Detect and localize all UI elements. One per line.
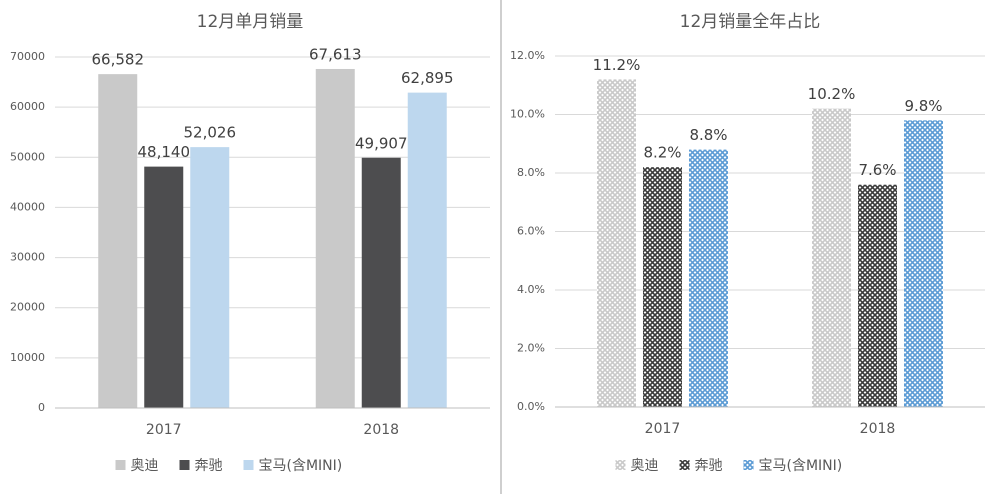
y-tick-label: 0.0% [517,400,545,413]
y-tick-label: 50000 [10,150,45,163]
legend-swatch [679,460,690,470]
legend-swatch [243,460,254,470]
legend-label: 奔驰 [195,458,223,474]
chart-title: 12月销量全年占比 [680,12,821,32]
bar [858,184,897,407]
bar [812,108,851,408]
data-label: 7.6% [858,161,896,179]
data-label: 8.8% [689,126,727,144]
legend-swatch [179,460,190,470]
bar [643,167,682,407]
chart-title: 12月单月销量 [197,12,304,32]
legend-label: 宝马(含MINI) [759,458,843,474]
y-tick-label: 4.0% [517,283,545,296]
y-tick-label: 0 [38,401,45,414]
y-tick-label: 6.0% [517,225,545,238]
bar [315,68,355,408]
y-tick-label: 2.0% [517,342,545,355]
x-tick-label: 2018 [860,421,896,437]
bar [98,74,138,409]
legend-label: 奔驰 [695,458,723,474]
data-label: 9.8% [904,97,942,115]
legend-label: 奥迪 [131,457,159,474]
data-label: 66,582 [92,51,145,69]
y-tick-label: 12.0% [510,49,545,62]
data-label: 52,026 [184,124,237,142]
bar [689,149,728,407]
x-tick-label: 2017 [146,422,182,438]
data-label: 11.2% [593,56,641,74]
data-label: 67,613 [309,45,362,63]
y-tick-label: 10000 [10,351,45,364]
legend-swatch [115,460,126,470]
bar [597,79,636,408]
bar [190,147,230,408]
y-tick-label: 20000 [10,301,45,314]
y-tick-label: 10.0% [510,108,545,121]
y-tick-label: 8.0% [517,166,545,179]
data-label: 49,907 [355,134,408,152]
x-tick-label: 2017 [645,421,681,437]
legend-label: 宝马(含MINI) [259,458,343,474]
data-label: 8.2% [643,144,681,162]
legend-swatch [743,460,754,470]
y-tick-label: 30000 [10,251,45,264]
y-tick-label: 70000 [10,50,45,63]
legend-swatch [615,460,626,470]
y-tick-label: 60000 [10,100,45,113]
bar [361,157,401,408]
data-label: 48,140 [138,143,191,161]
legend-label: 奥迪 [631,457,659,474]
bar [407,92,447,409]
data-label: 62,895 [401,69,454,87]
bar [144,166,184,408]
x-tick-label: 2018 [363,422,399,438]
y-tick-label: 40000 [10,200,45,213]
bar [904,120,943,407]
data-label: 10.2% [808,85,856,103]
